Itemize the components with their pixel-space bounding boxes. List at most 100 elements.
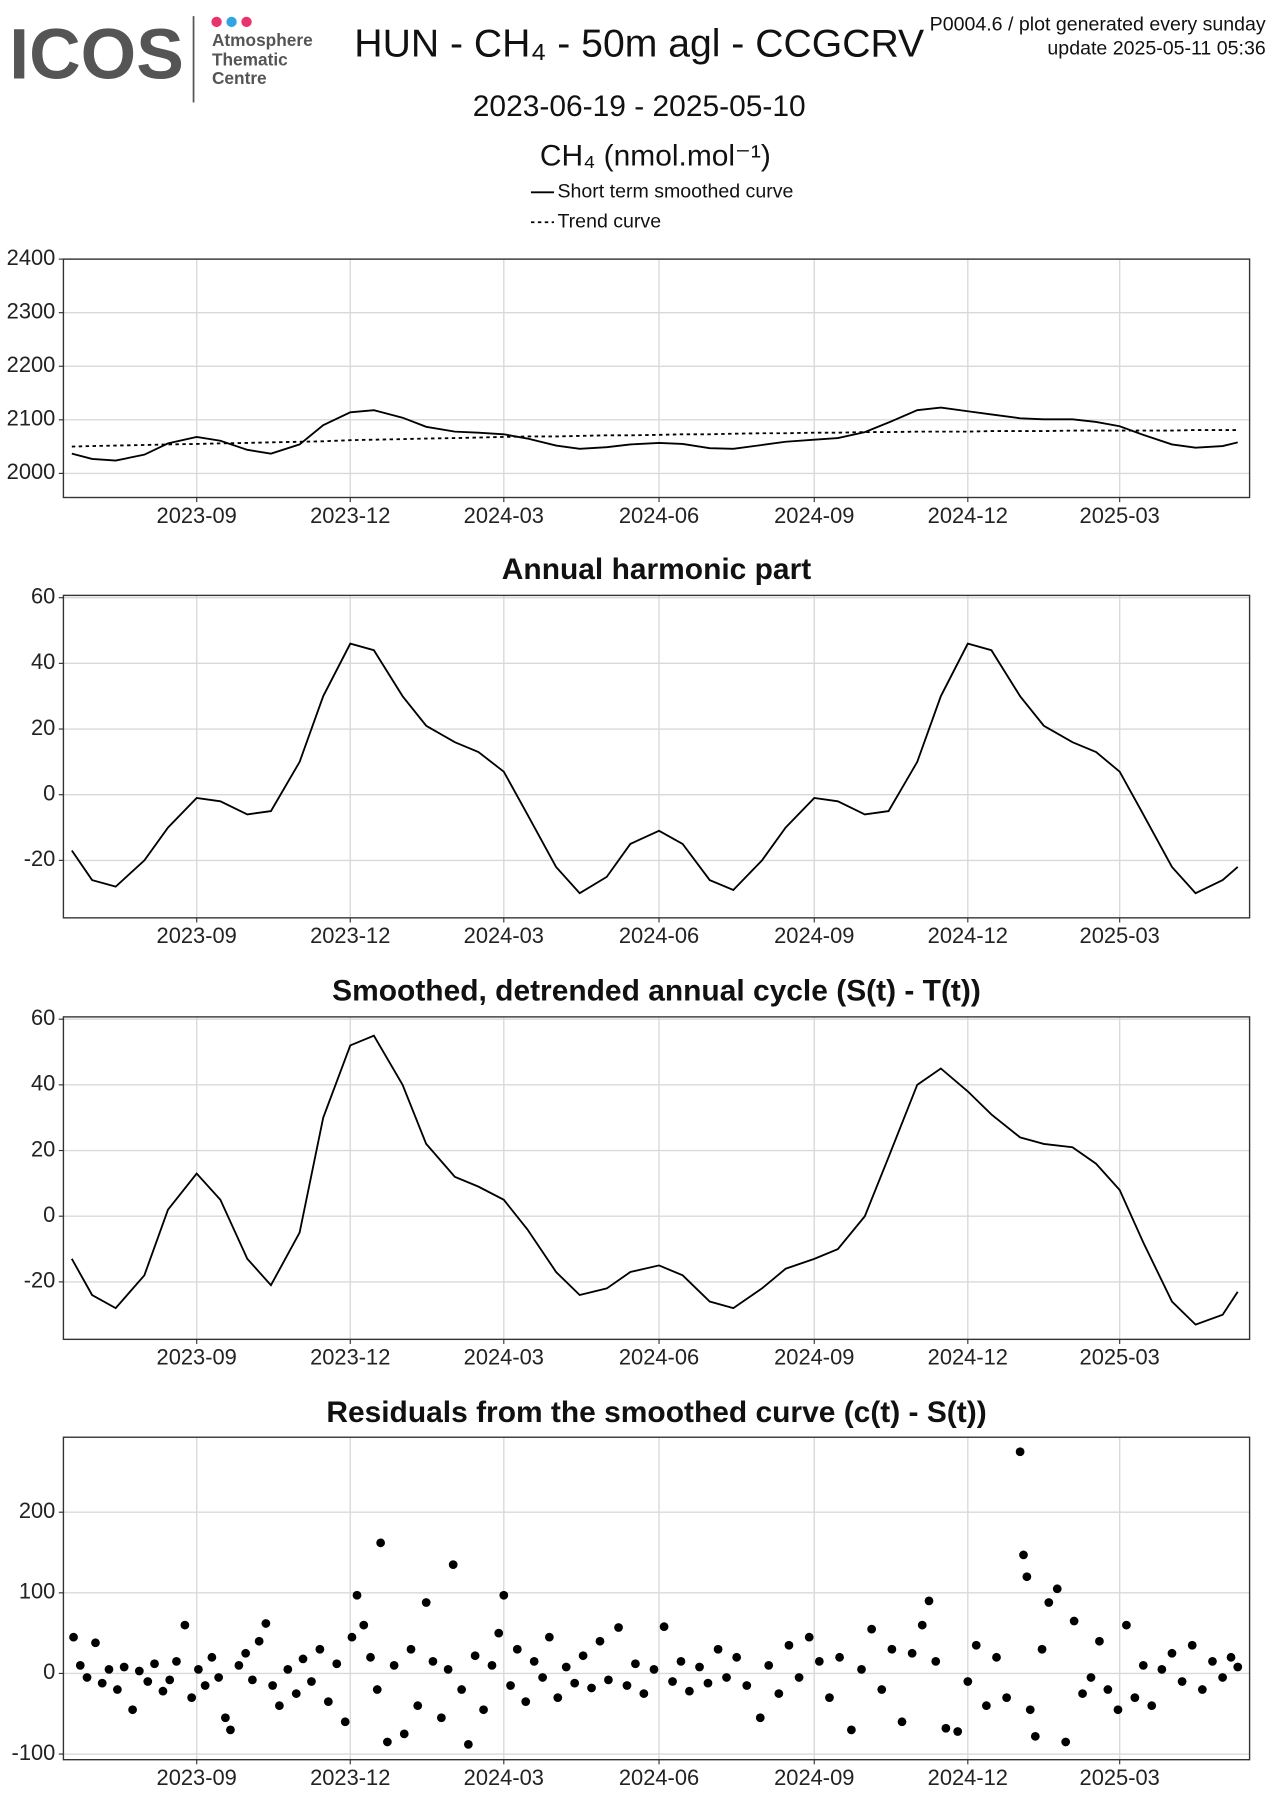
plot-background [63, 259, 1250, 498]
x-tick-label: 2024-03 [464, 1765, 544, 1790]
subtitle: 2023-06-19 - 2025-05-10 [473, 90, 806, 123]
scatter-point [97, 1678, 107, 1688]
scatter-point [553, 1693, 563, 1702]
scatter-point [283, 1665, 293, 1674]
scatter-point [214, 1673, 224, 1682]
scatter-point [1103, 1685, 1113, 1694]
logo-line: Thematic [212, 50, 288, 70]
y-tick-label: 40 [31, 1071, 55, 1096]
info-text: update 2025-05-11 05:36 [1047, 38, 1265, 60]
plot-frame [62, 1436, 1251, 1761]
scatter-point [494, 1628, 504, 1638]
scatter-point [703, 1678, 713, 1688]
scatter-point [1208, 1656, 1217, 1666]
scatter-point [1226, 1652, 1236, 1662]
scatter-point [538, 1673, 547, 1682]
scatter-point [1095, 1636, 1104, 1646]
scatter-point [487, 1660, 497, 1670]
scatter-point [359, 1620, 369, 1630]
y-tick-label: -20 [24, 1268, 56, 1293]
scatter-point [1197, 1685, 1207, 1694]
scatter-point [1177, 1677, 1187, 1686]
logo: ICOS Atmosphere Thematic Centre [9, 15, 313, 103]
scatter-point [1069, 1616, 1079, 1626]
scatter-point [234, 1660, 244, 1670]
scatter-point [1130, 1693, 1140, 1702]
scatter-point [981, 1701, 991, 1711]
legend-label: Short term smoothed curve [557, 180, 793, 202]
line-series [71, 1034, 1239, 1326]
scatter-point [835, 1652, 844, 1662]
scatter-point [963, 1677, 973, 1686]
x-tick-label: 2024-03 [464, 1345, 544, 1370]
scatter-point [561, 1662, 571, 1672]
scatter-point [867, 1624, 877, 1634]
x-tick-label: 2025-03 [1080, 503, 1160, 528]
scatter-point [187, 1693, 197, 1702]
scatter-point [774, 1689, 784, 1698]
y-tick-label: 200 [19, 1498, 56, 1523]
plot-background [63, 1016, 1250, 1340]
scatter-point [1061, 1737, 1071, 1747]
scatter-point [941, 1723, 951, 1733]
scatter-point [291, 1689, 301, 1698]
scatter-point [248, 1675, 257, 1685]
scatter-point [268, 1681, 278, 1690]
scatter-point [764, 1660, 774, 1670]
y-tick-label: 0 [43, 1659, 55, 1684]
plot-frame [62, 258, 1251, 499]
scatter-point [261, 1619, 271, 1628]
x-tick-label: 2023-09 [157, 923, 237, 948]
scatter-point [165, 1675, 175, 1685]
y-tick-label: -20 [24, 846, 56, 871]
scatter-point [847, 1725, 856, 1735]
scatter-point [506, 1681, 515, 1690]
scatter-point [352, 1590, 362, 1600]
scatter-point [376, 1538, 386, 1548]
scatter-point [75, 1660, 85, 1670]
scatter-point [340, 1717, 350, 1727]
scatter-point [315, 1644, 325, 1654]
scatter-point [668, 1677, 677, 1686]
scatter-point [713, 1644, 723, 1654]
scatter-point [413, 1701, 423, 1711]
logo-dot [226, 16, 237, 28]
scatter-point [784, 1640, 794, 1650]
scatter-point [971, 1640, 981, 1650]
scatter-point [372, 1685, 382, 1694]
scatter-point [113, 1685, 122, 1694]
scatter-point [1218, 1673, 1227, 1682]
x-tick-label: 2024-12 [928, 1345, 1008, 1370]
y-tick-label: 2100 [7, 406, 56, 431]
x-tick-label: 2024-03 [464, 923, 544, 948]
scatter-point [907, 1648, 917, 1658]
info-text: P0004.6 / plot generated every sunday [930, 14, 1266, 36]
x-tick-label: 2024-06 [619, 503, 699, 528]
scatter-point [722, 1673, 731, 1682]
panel-title: Smoothed, detrended annual cycle (S(t) -… [332, 975, 981, 1008]
scatter-point [254, 1636, 264, 1646]
scatter-point [69, 1632, 78, 1642]
y-tick-label: 2200 [7, 352, 56, 377]
x-tick-label: 2024-09 [774, 1345, 854, 1370]
scatter-point [595, 1636, 605, 1646]
y-tick-label: 2000 [7, 459, 56, 484]
y-axis-label: CH₄ (nmol.mol⁻¹) [540, 140, 771, 173]
scatter-point [992, 1652, 1001, 1662]
x-tick-label: 2025-03 [1080, 923, 1160, 948]
x-tick-label: 2025-03 [1080, 1765, 1160, 1790]
scatter-point [150, 1659, 159, 1669]
logo-text: ICOS [9, 15, 184, 95]
scatter-point [128, 1705, 137, 1715]
scatter-point [1019, 1550, 1028, 1560]
scatter-point [221, 1713, 230, 1723]
scatter-point [91, 1638, 100, 1648]
scatter-point [1078, 1689, 1087, 1698]
x-tick-label: 2023-12 [310, 503, 390, 528]
scatter-point [1086, 1673, 1096, 1682]
scatter-point [241, 1648, 251, 1658]
logo-line: Atmosphere [212, 30, 313, 50]
scatter-point [587, 1683, 596, 1693]
line-series [71, 642, 1239, 895]
